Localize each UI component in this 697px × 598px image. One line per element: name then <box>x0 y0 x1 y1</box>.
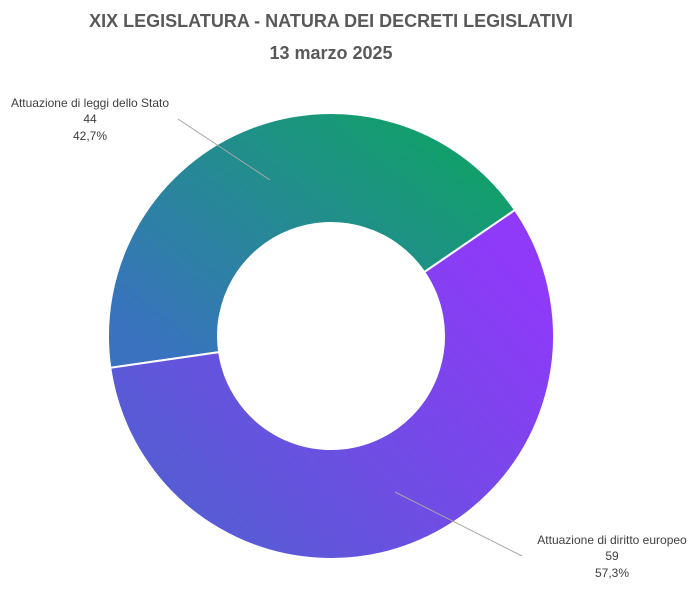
donut-slice <box>109 208 555 560</box>
chart-title: XIX LEGISLATURA - NATURA DEI DECRETI LEG… <box>89 11 573 31</box>
slice-percent-label: 57,3% <box>595 566 629 580</box>
slice-percent-label: 42,7% <box>73 129 107 143</box>
leader-line <box>394 491 523 557</box>
slice-value-label: 59 <box>605 549 619 563</box>
chart-subtitle: 13 marzo 2025 <box>269 43 392 63</box>
slice-category-label: Attuazione di diritto europeo <box>537 533 687 547</box>
slice-value-label: 44 <box>83 112 97 126</box>
donut-slice <box>107 112 517 369</box>
slice-category-label: Attuazione di leggi dello Stato <box>11 96 169 110</box>
leader-line <box>177 118 271 181</box>
